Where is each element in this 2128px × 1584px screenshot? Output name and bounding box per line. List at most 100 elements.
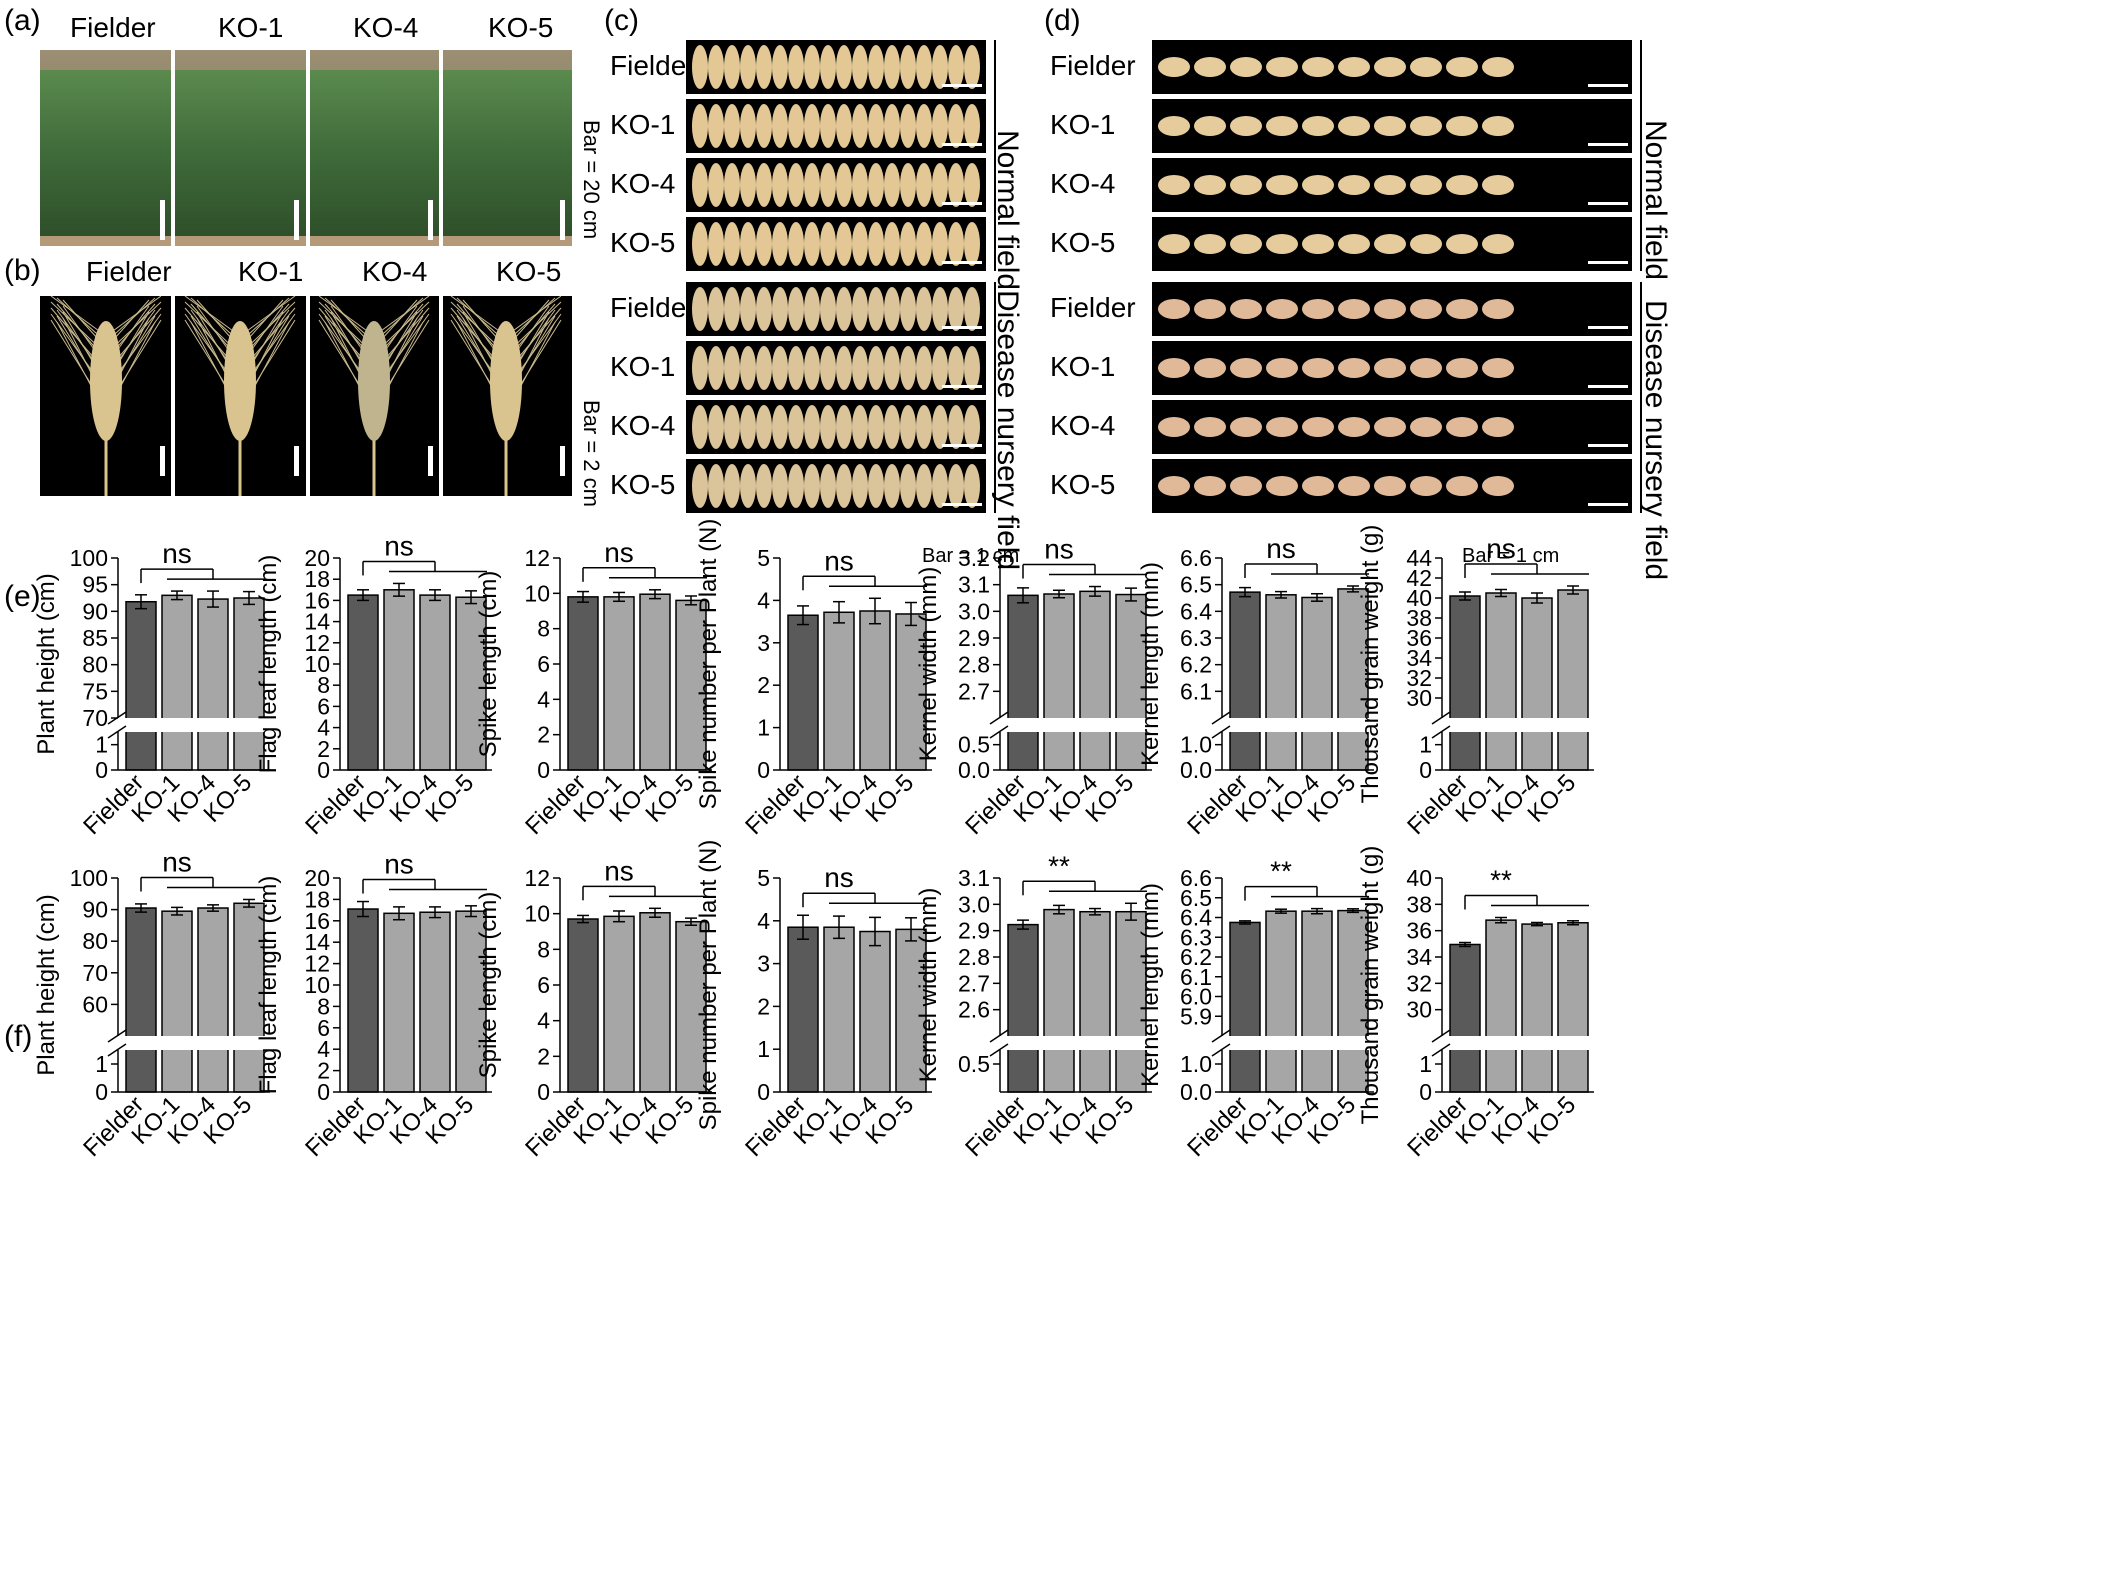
y-tick-label: 0.0 [1180, 1079, 1212, 1105]
grain [1338, 417, 1370, 437]
bar-KO-1 [1485, 919, 1517, 1093]
grain [1482, 417, 1514, 437]
grain [900, 163, 916, 207]
y-tick-label: 16 [304, 587, 330, 613]
grain-strip-graphic [1158, 175, 1628, 205]
y-tick-label: 0.5 [958, 1051, 990, 1077]
grain [1374, 116, 1406, 136]
grain [740, 163, 756, 207]
scale-bar [942, 326, 982, 329]
grain [804, 464, 820, 508]
bar-KO-1 [161, 910, 193, 1093]
y-tick-label: 4 [537, 1008, 550, 1034]
grain [804, 346, 820, 390]
grain [724, 346, 740, 390]
y-tick-label: 95 [82, 572, 108, 598]
grain-row-label: KO-4 [1050, 410, 1116, 441]
bar-Fielder [1229, 921, 1261, 1093]
grain [852, 222, 868, 266]
grain-strip [686, 282, 986, 336]
grain-row-label: KO-4 [1050, 168, 1116, 199]
y-tick-label: 20 [304, 545, 330, 571]
grain [836, 464, 852, 508]
bar-Fielder [1007, 594, 1039, 771]
grain [1230, 299, 1262, 319]
grain [1374, 57, 1406, 77]
grain [852, 287, 868, 331]
break-mark [1211, 1043, 1231, 1057]
grain [1338, 116, 1370, 136]
grain-strip-graphic [692, 287, 982, 331]
grain [820, 464, 836, 508]
grain [1266, 234, 1298, 254]
grain [1194, 358, 1226, 378]
grain-row-label: KO-1 [610, 109, 676, 140]
grain [932, 163, 948, 207]
grain [1302, 57, 1334, 77]
grain-row-label: KO-5 [1050, 469, 1116, 500]
break-mark [107, 725, 127, 739]
grain [1410, 358, 1442, 378]
grain [1230, 175, 1262, 195]
y-tick-label: 18 [304, 566, 330, 592]
grain [1374, 417, 1406, 437]
bar-KO-1 [1043, 593, 1075, 771]
scale-bar [1588, 503, 1628, 506]
chart-f-5: FielderKO-1KO-4KO-55.96.06.16.26.36.46.5… [1137, 856, 1374, 1162]
grain [1302, 476, 1334, 496]
grain [1446, 234, 1478, 254]
panel-a-photo [40, 50, 572, 246]
grain [916, 287, 932, 331]
sig-label: ns [824, 545, 854, 576]
grain [1338, 299, 1370, 319]
panel-c-disease-field: Disease nursery field [991, 290, 1024, 571]
y-tick-label: 30 [1406, 685, 1432, 711]
bar-Fielder [1449, 943, 1481, 1093]
group-bracket [994, 282, 996, 513]
y-axis-label: Spike number per Plant (N) [695, 519, 722, 810]
y-tick-label: 8 [537, 936, 550, 962]
grain [1302, 299, 1334, 319]
y-tick-label: 1 [757, 1036, 770, 1062]
y-tick-label: 10 [524, 901, 550, 927]
awn [184, 296, 241, 337]
sig-label: ns [384, 530, 414, 561]
grain [708, 104, 724, 148]
panel-d-scale-label: Bar = 1 cm [1462, 545, 1560, 567]
grain [708, 464, 724, 508]
y-tick-label: 36 [1406, 625, 1432, 651]
y-tick-label: 2 [317, 736, 330, 762]
bar-Fielder [347, 594, 379, 771]
grain [772, 163, 788, 207]
y-tick-label: 40 [1406, 585, 1432, 611]
grain [708, 287, 724, 331]
panel-c-grains: Fielder KO-1 KO-4 KO-5 Fielder KO-1 KO-4 KO-5 [600, 40, 1000, 540]
y-tick-label: 6 [317, 1015, 330, 1041]
grain [900, 346, 916, 390]
y-axis-label: Spike length (cm) [475, 892, 502, 1079]
y-tick-label: 2 [757, 993, 770, 1019]
grain [1338, 57, 1370, 77]
grain [1194, 476, 1226, 496]
y-tick-label: 3 [757, 630, 770, 656]
grain [820, 45, 836, 89]
bar-KO-4 [1079, 910, 1111, 1093]
grain [772, 346, 788, 390]
wheat-spike [50, 296, 165, 496]
grain [708, 346, 724, 390]
grain-strip [1152, 459, 1632, 513]
panel-b-col-fielder: Fielder [86, 256, 172, 287]
grain [724, 464, 740, 508]
bar-KO-4 [859, 930, 891, 1093]
grain [788, 104, 804, 148]
grain [772, 287, 788, 331]
grain-row-label: Fielder [1050, 292, 1136, 323]
grain [1158, 57, 1190, 77]
grain [772, 45, 788, 89]
spike-head [490, 321, 522, 441]
grain [884, 287, 900, 331]
grain [1230, 476, 1262, 496]
grain [836, 163, 852, 207]
grain-strip [686, 400, 986, 454]
y-tick-label: 4 [317, 1036, 330, 1062]
